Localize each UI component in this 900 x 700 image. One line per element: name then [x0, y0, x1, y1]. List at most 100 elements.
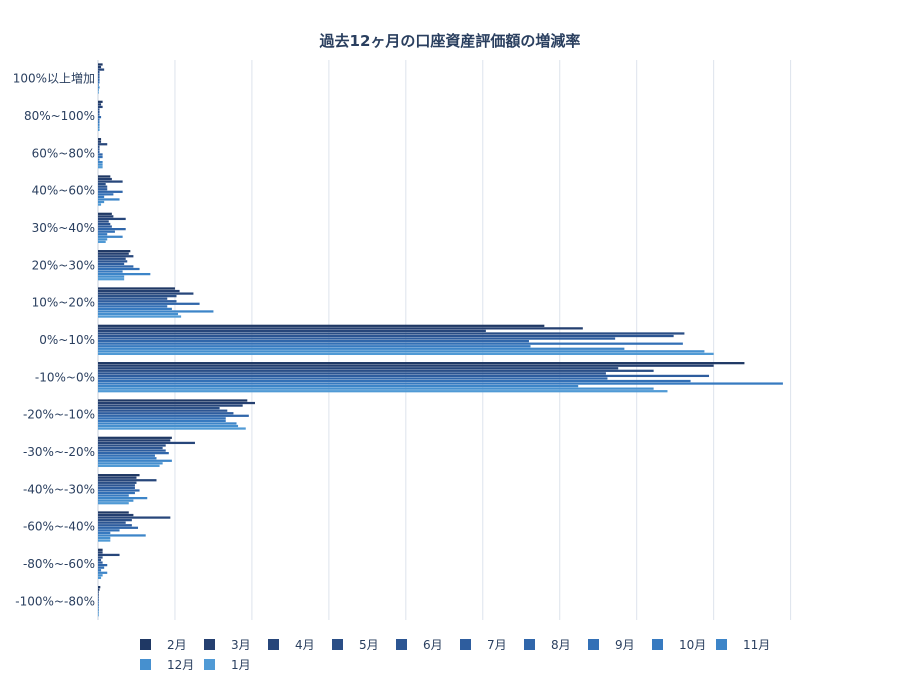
- bar[interactable]: [98, 574, 103, 577]
- bar[interactable]: [98, 601, 99, 604]
- bar[interactable]: [98, 116, 102, 119]
- bar[interactable]: [98, 452, 169, 455]
- bar[interactable]: [98, 569, 102, 572]
- bar[interactable]: [98, 121, 100, 124]
- bar[interactable]: [98, 312, 179, 316]
- bar[interactable]: [98, 305, 168, 308]
- bar[interactable]: [98, 342, 683, 345]
- bar[interactable]: [98, 278, 125, 281]
- bar[interactable]: [98, 71, 100, 74]
- bar[interactable]: [98, 297, 168, 300]
- bar[interactable]: [98, 193, 114, 196]
- bar[interactable]: [98, 564, 108, 567]
- legend-item[interactable]: 4月: [268, 634, 332, 654]
- bar[interactable]: [98, 91, 99, 94]
- bar[interactable]: [98, 436, 172, 439]
- bar[interactable]: [98, 459, 172, 462]
- bar[interactable]: [98, 289, 180, 293]
- bar[interactable]: [98, 511, 129, 514]
- bar[interactable]: [98, 417, 226, 420]
- bar[interactable]: [98, 502, 129, 505]
- legend-item[interactable]: 9月: [588, 634, 652, 654]
- bar[interactable]: [98, 387, 654, 390]
- bar[interactable]: [98, 140, 102, 143]
- bar[interactable]: [98, 379, 691, 383]
- bar[interactable]: [98, 586, 101, 589]
- bar[interactable]: [98, 593, 99, 596]
- bar[interactable]: [98, 332, 685, 335]
- bar[interactable]: [98, 449, 166, 452]
- legend-item[interactable]: 2月: [140, 634, 204, 654]
- bar[interactable]: [98, 598, 99, 602]
- legend-item[interactable]: 1月: [204, 654, 268, 674]
- bar[interactable]: [98, 238, 108, 241]
- bar[interactable]: [98, 561, 103, 564]
- bar[interactable]: [98, 481, 137, 484]
- bar[interactable]: [98, 439, 171, 442]
- bar[interactable]: [98, 257, 126, 260]
- bar[interactable]: [98, 163, 103, 166]
- bar[interactable]: [98, 78, 100, 81]
- bar[interactable]: [98, 65, 102, 69]
- bar[interactable]: [98, 113, 100, 116]
- bar[interactable]: [98, 230, 115, 233]
- legend-item[interactable]: 11月: [716, 634, 780, 654]
- bar[interactable]: [98, 529, 120, 532]
- bar[interactable]: [98, 571, 108, 574]
- bar[interactable]: [98, 352, 714, 356]
- bar[interactable]: [98, 534, 146, 537]
- bar[interactable]: [98, 424, 239, 428]
- bar[interactable]: [98, 496, 148, 500]
- bar[interactable]: [98, 329, 486, 333]
- bar[interactable]: [98, 576, 102, 580]
- bar[interactable]: [98, 444, 166, 447]
- bar[interactable]: [98, 611, 99, 614]
- bar[interactable]: [98, 606, 99, 609]
- bar[interactable]: [98, 233, 108, 236]
- bar[interactable]: [98, 215, 114, 218]
- bar[interactable]: [98, 526, 139, 529]
- bar[interactable]: [98, 516, 171, 519]
- bar[interactable]: [98, 548, 103, 551]
- bar[interactable]: [98, 118, 100, 121]
- bar[interactable]: [98, 422, 237, 425]
- bar[interactable]: [98, 138, 102, 141]
- bar[interactable]: [98, 596, 99, 599]
- bar[interactable]: [98, 374, 710, 378]
- bar[interactable]: [98, 73, 100, 76]
- bar[interactable]: [98, 265, 134, 268]
- bar[interactable]: [98, 123, 100, 126]
- bar[interactable]: [98, 419, 226, 423]
- bar[interactable]: [98, 566, 105, 569]
- bar[interactable]: [98, 588, 100, 591]
- bar[interactable]: [98, 255, 134, 258]
- bar[interactable]: [98, 212, 112, 215]
- bar[interactable]: [98, 409, 228, 412]
- bar[interactable]: [98, 513, 134, 517]
- bar[interactable]: [98, 235, 123, 238]
- bar[interactable]: [98, 198, 120, 201]
- bar[interactable]: [98, 228, 126, 231]
- bar[interactable]: [98, 175, 111, 178]
- bar[interactable]: [98, 531, 111, 535]
- bar[interactable]: [98, 334, 674, 338]
- bar[interactable]: [98, 300, 177, 303]
- bar[interactable]: [98, 217, 126, 221]
- legend-item[interactable]: 12月: [140, 654, 204, 674]
- bar[interactable]: [98, 412, 234, 415]
- bar[interactable]: [98, 128, 100, 132]
- bar[interactable]: [98, 489, 140, 492]
- bar[interactable]: [98, 519, 132, 522]
- bar[interactable]: [98, 155, 103, 159]
- bar[interactable]: [98, 292, 194, 295]
- bar[interactable]: [98, 324, 545, 327]
- bar[interactable]: [98, 337, 616, 340]
- bar[interactable]: [98, 200, 105, 204]
- bar[interactable]: [98, 158, 100, 161]
- bar[interactable]: [98, 494, 129, 497]
- bar[interactable]: [98, 63, 103, 66]
- bar[interactable]: [98, 262, 125, 266]
- bar[interactable]: [98, 220, 109, 223]
- bar[interactable]: [98, 491, 135, 495]
- bar[interactable]: [98, 275, 125, 278]
